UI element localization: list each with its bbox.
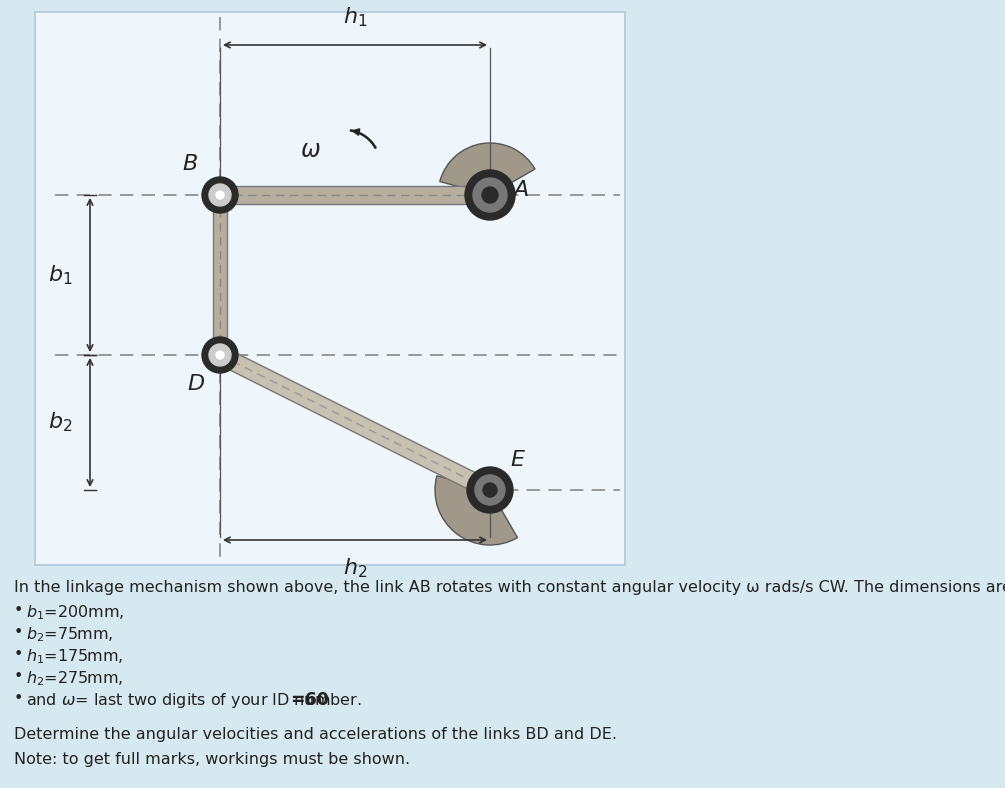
FancyBboxPatch shape: [0, 572, 1005, 788]
Text: $h_2$=275mm,: $h_2$=275mm,: [26, 669, 124, 688]
Text: and $\omega$= last two digits of your ID number.: and $\omega$= last two digits of your ID…: [26, 691, 362, 710]
Circle shape: [473, 178, 507, 212]
Text: $h_2$: $h_2$: [343, 556, 367, 580]
Text: •: •: [14, 603, 23, 618]
Circle shape: [216, 191, 224, 199]
Wedge shape: [440, 143, 535, 195]
Text: $b_2$=75mm,: $b_2$=75mm,: [26, 625, 114, 644]
Polygon shape: [220, 186, 490, 204]
Text: $E$: $E$: [510, 449, 526, 471]
Text: $A$: $A$: [512, 179, 529, 201]
Text: $b_1$: $b_1$: [47, 263, 72, 287]
Text: $h_1$: $h_1$: [343, 6, 367, 29]
Circle shape: [216, 351, 224, 359]
Text: Determine the angular velocities and accelerations of the links BD and DE.: Determine the angular velocities and acc…: [14, 727, 617, 742]
Text: •: •: [14, 691, 23, 706]
Text: •: •: [14, 625, 23, 640]
Text: $D$: $D$: [187, 373, 205, 395]
Wedge shape: [435, 476, 518, 545]
Circle shape: [475, 475, 505, 505]
Text: $h_1$=175mm,: $h_1$=175mm,: [26, 647, 124, 666]
Text: •: •: [14, 669, 23, 684]
Polygon shape: [216, 347, 494, 498]
Circle shape: [202, 337, 238, 373]
Circle shape: [483, 483, 497, 497]
Circle shape: [465, 170, 515, 220]
Text: $b_1$=200mm,: $b_1$=200mm,: [26, 603, 125, 622]
Text: $B$: $B$: [182, 153, 198, 175]
Text: In the linkage mechanism shown above, the link AB rotates with constant angular : In the linkage mechanism shown above, th…: [14, 580, 1005, 595]
FancyBboxPatch shape: [35, 12, 625, 565]
Circle shape: [209, 344, 231, 366]
Text: Note: to get full marks, workings must be shown.: Note: to get full marks, workings must b…: [14, 752, 410, 767]
Text: $\omega$: $\omega$: [299, 139, 321, 162]
Circle shape: [202, 177, 238, 213]
Text: •: •: [14, 647, 23, 662]
Circle shape: [209, 184, 231, 206]
Circle shape: [482, 187, 498, 203]
Text: =60: =60: [290, 691, 329, 709]
Polygon shape: [213, 195, 227, 355]
Text: $b_2$: $b_2$: [47, 411, 72, 434]
Circle shape: [467, 467, 513, 513]
